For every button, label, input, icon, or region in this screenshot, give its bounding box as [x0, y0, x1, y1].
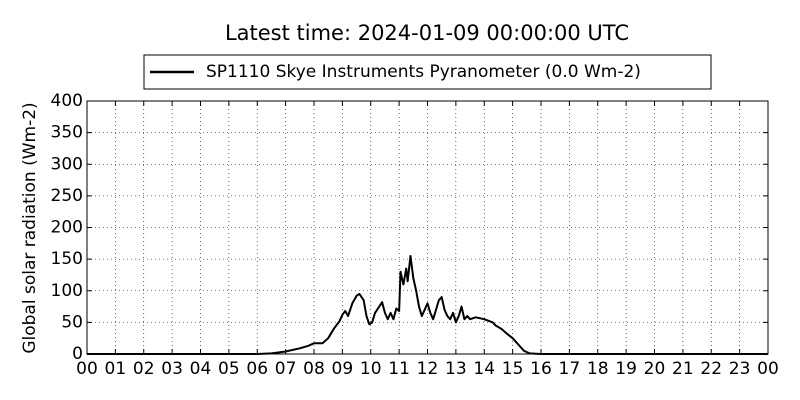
plot-frame: [86, 100, 769, 355]
x-tick-label: 13: [445, 359, 467, 379]
x-tick-label: 09: [332, 359, 354, 379]
y-tick-label: 100: [51, 281, 83, 301]
x-tick-label: 11: [388, 359, 410, 379]
x-tick-label: 15: [502, 359, 524, 379]
x-tick-label: 14: [473, 359, 495, 379]
x-tick-label: 23: [729, 359, 751, 379]
x-tick-label: 16: [530, 359, 552, 379]
legend-box: [143, 54, 712, 90]
x-tick-label: 00: [76, 359, 98, 379]
y-axis-label: Global solar radiation (Wm-2): [20, 102, 40, 353]
x-tick-label: 01: [105, 359, 127, 379]
x-tick-label: 17: [559, 359, 581, 379]
legend-label: SP1110 Skye Instruments Pyranometer (0.0…: [206, 62, 641, 82]
data-line: [87, 254, 768, 355]
y-tick-label: 50: [61, 312, 83, 332]
y-tick-label: 350: [51, 123, 83, 143]
x-tick-label: 21: [672, 359, 694, 379]
x-tick-label: 04: [190, 359, 212, 379]
chart-title: Latest time: 2024-01-09 00:00:00 UTC: [225, 21, 629, 45]
y-tick-label: 300: [51, 154, 83, 174]
x-tick-label: 18: [587, 359, 609, 379]
x-tick-label: 00: [757, 359, 779, 379]
x-tick-label: 02: [133, 359, 155, 379]
x-tick-label: 07: [275, 359, 297, 379]
x-tick-label: 19: [615, 359, 637, 379]
x-tick-label: 06: [246, 359, 268, 379]
x-tick-label: 20: [644, 359, 666, 379]
x-tick-label: 10: [360, 359, 382, 379]
x-tick-label: 08: [303, 359, 325, 379]
y-tick-label: 250: [51, 186, 83, 206]
x-tick-label: 22: [700, 359, 722, 379]
y-tick-label: 200: [51, 218, 83, 238]
y-tick-label: 0: [72, 344, 83, 364]
x-tick-label: 12: [417, 359, 439, 379]
y-tick-label: 400: [51, 91, 83, 111]
x-tick-label: 03: [161, 359, 183, 379]
y-tick-label: 150: [51, 249, 83, 269]
x-tick-label: 05: [218, 359, 240, 379]
